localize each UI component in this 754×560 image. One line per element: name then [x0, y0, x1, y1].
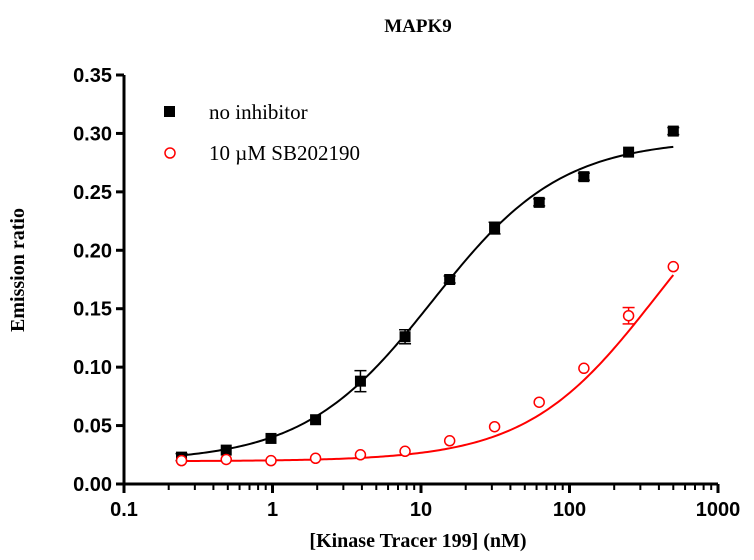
fit-curve-sb202190 [181, 274, 675, 462]
x-tick-label: 1 [267, 499, 278, 521]
data-point-sb202190 [309, 452, 322, 465]
data-point-sb202190 [578, 362, 590, 375]
data-point-no-inhibitor [489, 222, 501, 234]
data-point-sb202190 [443, 435, 456, 447]
x-tick-label: 100 [553, 499, 586, 521]
y-tick-label: 0.00 [73, 474, 112, 496]
y-tick-label: 0.20 [73, 240, 112, 262]
legend-label-sb202190: 10 µM SB202190 [209, 141, 360, 165]
axes: 0.00 0.05 0.10 0.15 0.20 0.25 0.30 0.35 0.1 1 10 10… [73, 65, 740, 521]
data-point-sb202190 [622, 309, 635, 322]
plot-area [175, 125, 680, 467]
data-point-no-inhibitor [444, 274, 456, 285]
legend-marker-no-inhibitor [164, 106, 175, 117]
data-point-no-inhibitor [623, 146, 635, 158]
x-tick-label: 1000 [696, 499, 741, 521]
legend-label-no-inhibitor: no inhibitor [209, 100, 308, 124]
fit-curve-no-inhibitor [181, 145, 674, 457]
data-point-no-inhibitor [578, 171, 590, 183]
data-point-no-inhibitor [354, 375, 366, 387]
legend: no inhibitor 10 µM SB202190 [164, 100, 360, 165]
y-tick-label: 0.05 [73, 416, 112, 438]
y-tick-label: 0.30 [73, 123, 112, 145]
y-tick-label: 0.25 [73, 182, 112, 204]
data-point-sb202190 [399, 445, 411, 458]
data-point-sb202190 [265, 454, 277, 467]
x-tick-label: 10 [410, 499, 432, 521]
x-tick-label: 0.1 [110, 499, 138, 521]
y-tick-label: 0.35 [73, 65, 112, 87]
data-point-sb202190 [220, 453, 232, 466]
data-point-no-inhibitor [265, 432, 277, 444]
legend-marker-sb202190 [164, 147, 176, 159]
chart-title: MAPK9 [384, 16, 452, 37]
data-point-no-inhibitor [310, 414, 322, 426]
y-tick-label: 0.10 [73, 357, 112, 379]
data-point-no-inhibitor [220, 444, 232, 456]
y-axis-label: Emission ratio [7, 208, 29, 332]
data-point-no-inhibitor [533, 196, 545, 208]
data-point-sb202190 [354, 449, 367, 461]
data-point-sb202190 [533, 396, 545, 408]
data-point-sb202190 [667, 260, 680, 273]
data-point-sb202190 [175, 454, 188, 467]
y-tick-label: 0.15 [73, 299, 112, 321]
data-point-no-inhibitor [399, 331, 411, 343]
data-point-sb202190 [488, 420, 501, 433]
data-point-no-inhibitor [667, 125, 679, 137]
x-axis-label: [Kinase Tracer 199] (nM) [309, 530, 526, 552]
